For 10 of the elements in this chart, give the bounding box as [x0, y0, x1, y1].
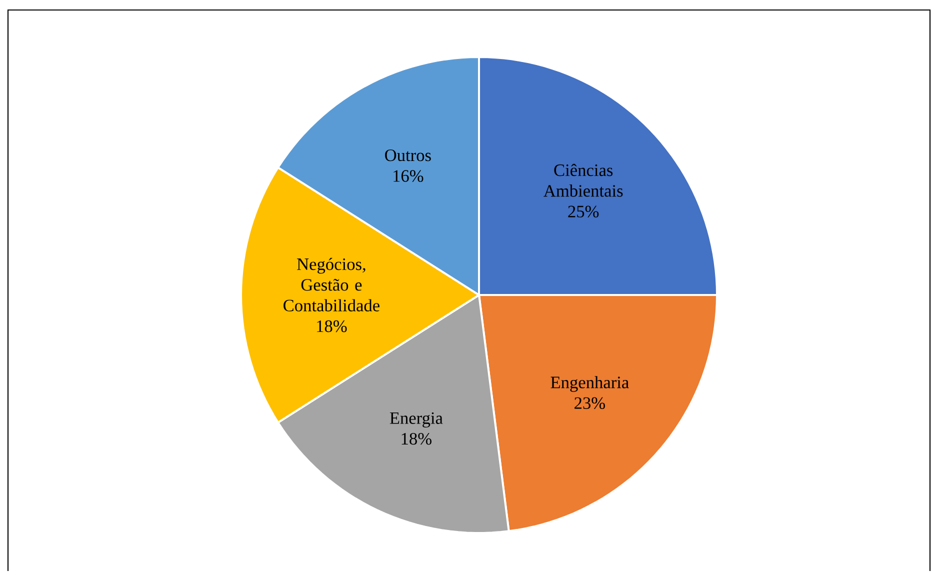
- data-label: 25%: [568, 206, 599, 218]
- slice-label: Ciências Ambientais: [544, 164, 623, 197]
- data-label: 16%: [394, 170, 424, 182]
- data-label: 18%: [317, 320, 347, 332]
- data-label: 23%: [574, 398, 605, 410]
- slice-label: Energia: [390, 412, 443, 428]
- slice-label: Outros: [385, 150, 431, 162]
- slice-label: Engenharia: [550, 376, 629, 392]
- slice-label: Negócios, Gestão e Contabilidade: [284, 258, 380, 312]
- data-label: 18%: [402, 433, 432, 445]
